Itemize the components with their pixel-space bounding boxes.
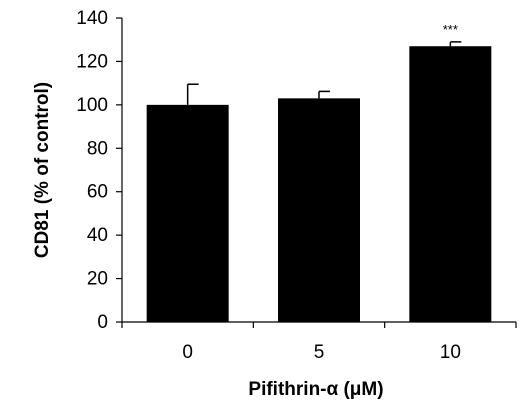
bars: ***: [146, 22, 492, 322]
x-axis-title: Pifithrin-α (μM): [248, 379, 383, 400]
y-tick-label: 40: [87, 225, 108, 246]
y-axis: 0 20 40 60 80 100 120 140: [76, 8, 123, 333]
x-tick-label: 5: [314, 342, 325, 363]
x-tick-label: 0: [182, 342, 193, 363]
y-tick-label: 0: [97, 312, 108, 333]
x-tick-label: 10: [440, 342, 461, 363]
y-tick-label: 100: [76, 95, 108, 116]
y-tick-label: 80: [87, 138, 108, 159]
x-axis: 0 5 10: [121, 321, 517, 363]
bar: [409, 46, 492, 322]
y-tick-label: 120: [76, 51, 108, 72]
bar: [146, 104, 229, 322]
y-axis-title: CD81 (% of control): [32, 82, 53, 258]
y-tick-label: 60: [87, 182, 108, 203]
y-tick-label: 140: [76, 8, 108, 29]
y-tick-label: 20: [87, 269, 108, 290]
significance-label: ***: [443, 22, 458, 37]
bar: [278, 98, 360, 322]
